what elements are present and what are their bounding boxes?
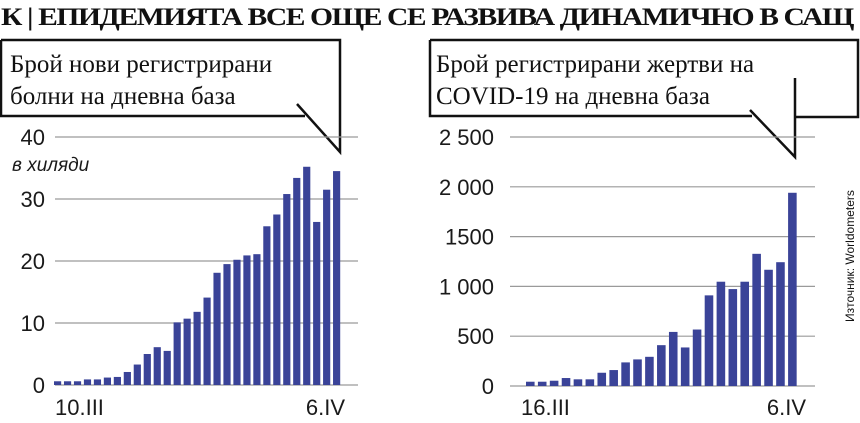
bar [223,264,231,385]
bar [621,362,630,386]
bar [153,347,161,385]
bar [764,269,773,386]
bar [704,295,714,386]
y-tick-label: 500 [457,324,494,349]
left-chart-title-line-2: болни на дневна база [10,83,236,110]
bar [645,356,654,386]
bar [573,379,583,386]
y-tick-label: 2 500 [439,125,494,150]
bar [526,381,535,386]
bar [776,262,785,386]
bar [83,379,92,385]
left-chart-title-line-1: Брой нови регистрирани [10,51,272,78]
x-start-label: 16.III [521,395,570,420]
bar [788,192,797,386]
bar [143,354,151,385]
y-tick-label: 1500 [445,225,494,250]
bar [609,370,618,386]
bar [273,214,281,385]
bar [113,376,121,385]
bar [692,329,702,386]
bar [716,281,726,386]
x-end-label: 6.IV [767,395,806,420]
bar [173,322,181,385]
y-tick-label: 20 [21,249,45,274]
right-chart-title-line-2: COVID-19 на дневна база [436,83,710,110]
bar [54,381,62,385]
left-speech-bubble [0,38,342,156]
bar [193,311,201,385]
bar [263,226,271,385]
y-tick-label: 1 000 [439,274,494,299]
bar [183,318,191,385]
bar [293,177,301,385]
y-tick-label: 0 [482,374,494,399]
bar [333,171,341,385]
bar [585,379,595,386]
x-start-label: 10.III [55,395,104,420]
bar [633,359,642,386]
bar [313,221,321,385]
bar [740,281,750,386]
bar [657,345,666,386]
bar [537,381,547,386]
bar [728,289,738,386]
right-chart: 0 500 1 000 1500 2 000 2 500 16.III 6.IV [439,125,815,420]
y-tick-label: 2 000 [439,175,494,200]
left-chart: 0 10 20 30 40 10.III 6.IV [21,125,358,420]
bar [163,350,171,385]
bar [549,380,559,386]
left-unit-label: в хиляди [12,155,90,176]
bar [93,379,102,385]
y-tick-label: 0 [33,373,45,398]
source-note: Източник: Worldometers [843,190,857,322]
bar [233,259,241,385]
bar [752,253,761,386]
bar [323,189,331,385]
bar [133,364,141,385]
bar [103,377,112,385]
bar [213,272,221,385]
right-speech-bubble [428,38,860,161]
bar [303,166,311,385]
headline: К | ЕПИДЕМИЯТА ВСЕ ОЩЕ СЕ РАЗВИВА ДИНАМИ… [1,4,855,31]
bar [73,381,82,385]
bar [253,254,261,385]
y-tick-label: 10 [21,311,45,336]
right-chart-title-line-1: Брой регистрирани жертви на [436,51,754,78]
x-end-label: 6.IV [306,395,345,420]
bar [203,297,211,385]
bar [283,194,291,385]
y-tick-label: 40 [21,125,45,150]
bar [123,371,131,385]
bar [668,331,678,386]
bar [243,255,251,385]
bar [561,378,571,386]
bar [63,381,72,385]
bar [680,347,690,386]
y-tick-label: 30 [21,187,45,212]
bar [597,372,607,386]
